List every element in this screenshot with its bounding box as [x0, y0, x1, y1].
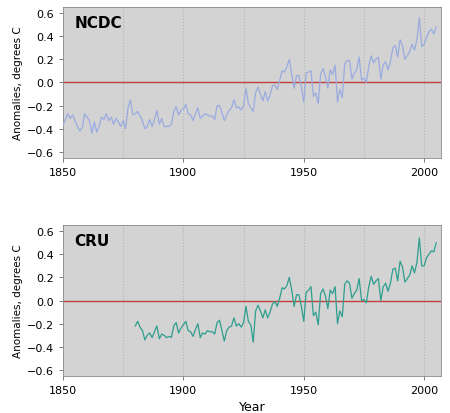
Y-axis label: Anomalies, degrees C: Anomalies, degrees C	[13, 26, 22, 140]
Text: NCDC: NCDC	[74, 16, 122, 31]
X-axis label: Year: Year	[238, 400, 266, 413]
Text: CRU: CRU	[74, 233, 110, 248]
Y-axis label: Anomalies, degrees C: Anomalies, degrees C	[13, 244, 22, 358]
